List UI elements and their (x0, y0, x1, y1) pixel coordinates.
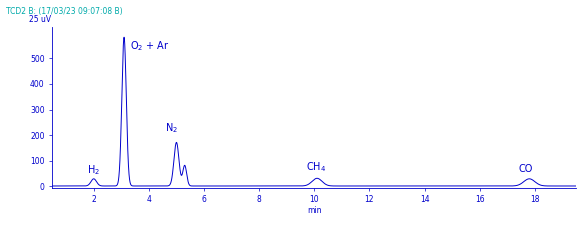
Text: TCD2 B: (17/03/23 09:07:08 B): TCD2 B: (17/03/23 09:07:08 B) (6, 7, 122, 16)
Text: 25 uV: 25 uV (29, 15, 51, 24)
Text: CH$_4$: CH$_4$ (306, 160, 327, 174)
Text: O$_2$ + Ar: O$_2$ + Ar (130, 39, 169, 53)
Text: H$_2$: H$_2$ (87, 163, 100, 177)
Text: N$_2$: N$_2$ (165, 121, 178, 135)
Text: CO: CO (519, 164, 533, 174)
X-axis label: min: min (307, 206, 321, 215)
